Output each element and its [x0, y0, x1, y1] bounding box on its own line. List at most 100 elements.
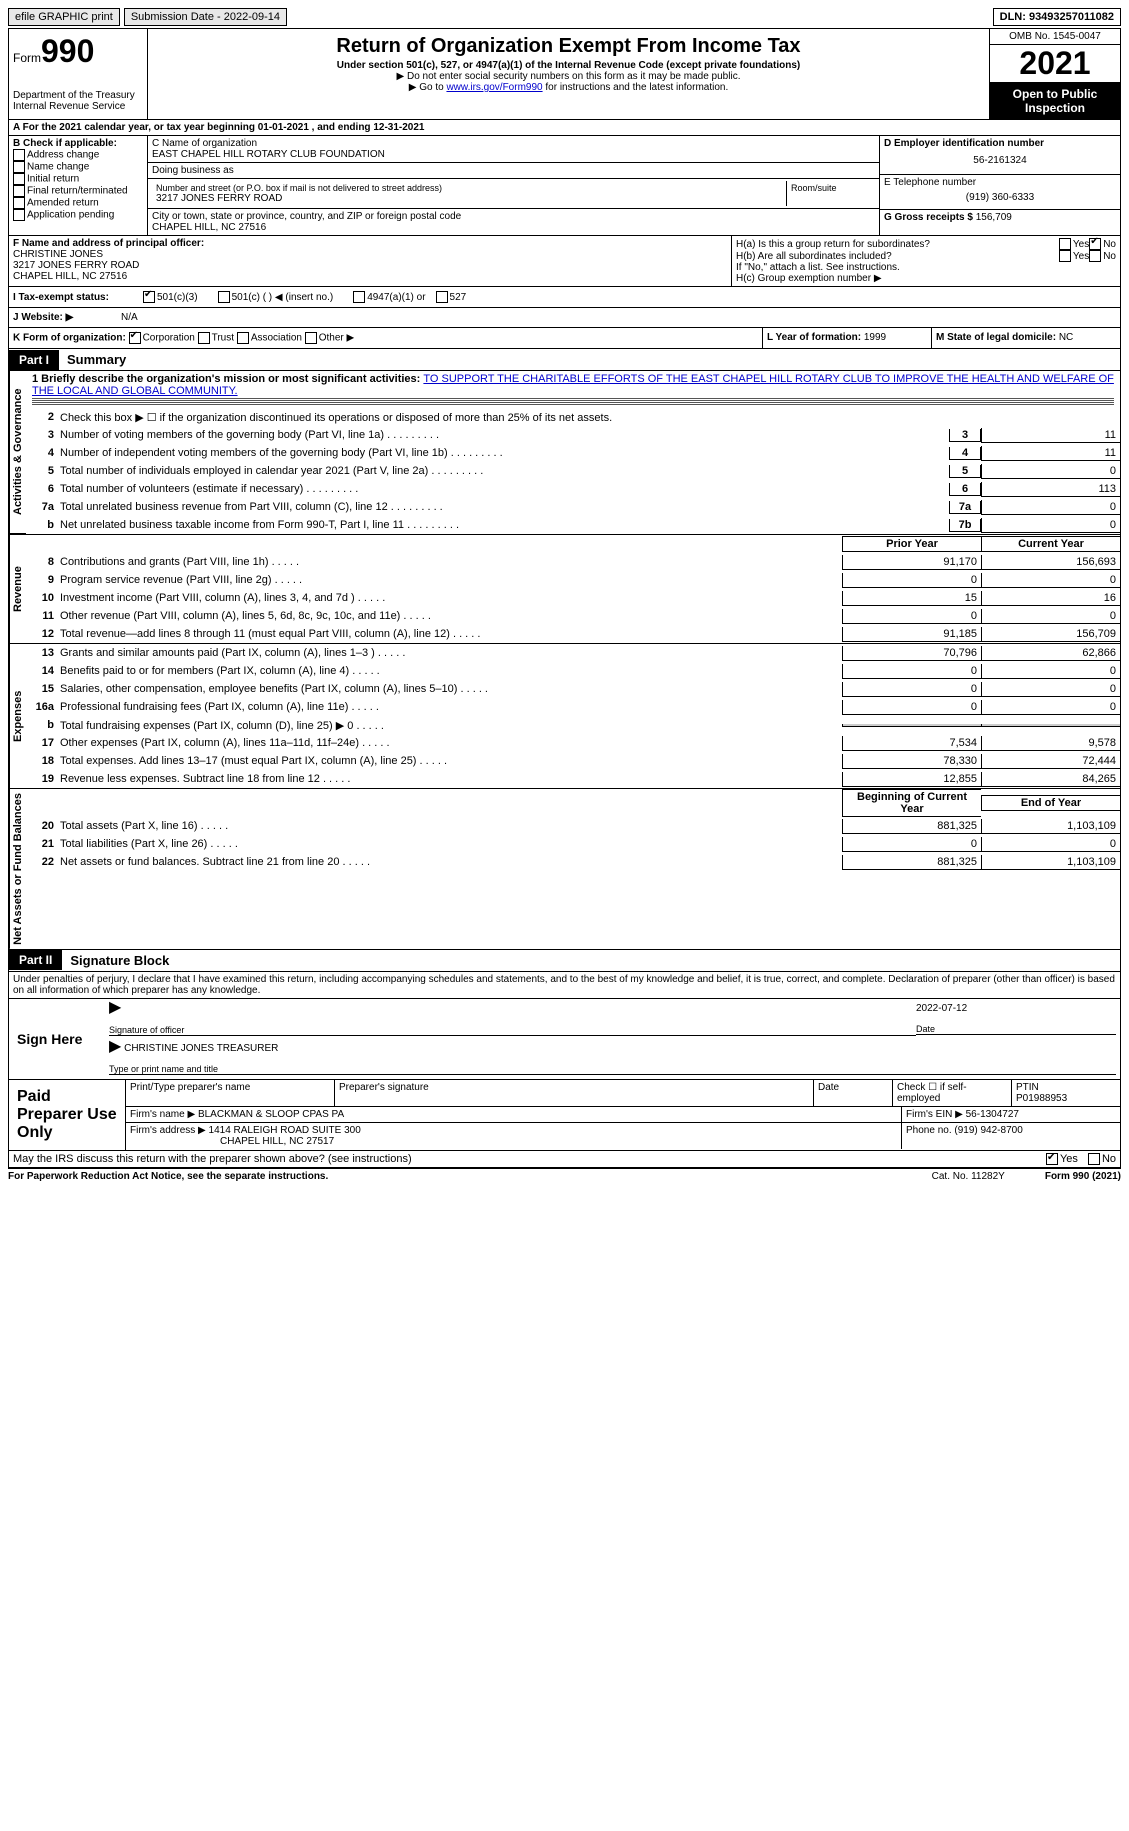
firm-addr1: 1414 RALEIGH ROAD SUITE 300 [209, 1125, 361, 1136]
summary-line: 4Number of independent voting members of… [26, 444, 1120, 462]
officer-name-title: CHRISTINE JONES TREASURER [124, 1043, 278, 1054]
summary-line: 21Total liabilities (Part X, line 26) . … [26, 835, 1120, 853]
state-domicile: NC [1059, 332, 1073, 343]
summary-line: 13Grants and similar amounts paid (Part … [26, 644, 1120, 662]
mission-label: 1 Briefly describe the organization's mi… [32, 373, 420, 385]
d-label: D Employer identification number [884, 138, 1116, 149]
row-i: I Tax-exempt status: 501(c)(3) 501(c) ( … [9, 287, 1120, 308]
arrow-icon: ▶ [109, 999, 121, 1016]
line-2: Check this box ▶ ☐ if the organization d… [60, 410, 1120, 425]
chk-corp[interactable] [129, 332, 141, 344]
sig-officer-label: Signature of officer [109, 1025, 916, 1035]
hb-no[interactable] [1089, 250, 1101, 262]
row-a-period: A For the 2021 calendar year, or tax yea… [9, 120, 1120, 136]
website: N/A [117, 308, 142, 327]
summary-line: 8Contributions and grants (Part VIII, li… [26, 553, 1120, 571]
chk-amended: Amended return [13, 197, 143, 209]
paid-preparer: Paid Preparer Use Only Print/Type prepar… [9, 1080, 1120, 1151]
summary-line: 14Benefits paid to or for members (Part … [26, 662, 1120, 680]
cat-no: Cat. No. 11282Y [932, 1171, 1005, 1182]
header-right: OMB No. 1545-0047 2021 Open to Public In… [989, 29, 1120, 119]
date-label: Date [916, 1024, 1116, 1034]
chk-other[interactable] [305, 332, 317, 344]
summary-line: 18Total expenses. Add lines 13–17 (must … [26, 752, 1120, 770]
header: Form990 Department of the Treasury Inter… [9, 29, 1120, 120]
city-label: City or town, state or province, country… [152, 211, 875, 222]
chk-trust[interactable] [198, 332, 210, 344]
addr-label: Number and street (or P.O. box if mail i… [156, 183, 782, 193]
vtab-activities: Activities & Governance [9, 371, 26, 534]
room-label: Room/suite [791, 183, 871, 193]
col-h: H(a) Is this a group return for subordin… [732, 236, 1120, 286]
header-middle: Return of Organization Exempt From Incom… [148, 29, 989, 119]
hb-label: H(b) Are all subordinates included? [736, 251, 1059, 262]
form-title: Return of Organization Exempt From Incom… [152, 35, 985, 58]
summary-line: 12Total revenue—add lines 8 through 11 (… [26, 625, 1120, 643]
col-f: F Name and address of principal officer:… [9, 236, 732, 286]
arrow-icon: ▶ [109, 1038, 121, 1055]
discuss-yes[interactable] [1046, 1153, 1058, 1165]
summary-line: 15Salaries, other compensation, employee… [26, 680, 1120, 698]
ha-no[interactable] [1089, 238, 1101, 250]
note-ssn: ▶ Do not enter social security numbers o… [152, 71, 985, 82]
discuss-no[interactable] [1088, 1153, 1100, 1165]
form-990: Form990 Department of the Treasury Inter… [8, 28, 1121, 1169]
hc-label: H(c) Group exemption number ▶ [736, 273, 1116, 284]
summary-revenue: Revenue Prior Year Current Year 8Contrib… [9, 534, 1120, 643]
dba-label: Doing business as [152, 165, 875, 176]
chk-address: Address change [13, 149, 143, 161]
net-header: Beginning of Current Year End of Year [26, 789, 1120, 817]
sign-here-row: Sign Here ▶ Signature of officer 2022-07… [9, 999, 1120, 1080]
k-label: K Form of organization: [13, 333, 126, 344]
irs-link[interactable]: www.irs.gov/Form990 [446, 82, 542, 93]
summary-line: 9Program service revenue (Part VIII, lin… [26, 571, 1120, 589]
summary-netassets: Net Assets or Fund Balances Beginning of… [9, 788, 1120, 949]
e-label: E Telephone number [884, 177, 1116, 188]
summary-line: 7aTotal unrelated business revenue from … [26, 498, 1120, 516]
part-i-label: Part I [9, 350, 59, 370]
c-label: C Name of organization [152, 138, 875, 149]
f-label: F Name and address of principal officer: [13, 238, 727, 249]
i-label: I Tax-exempt status: [13, 292, 143, 303]
summary-line: 10Investment income (Part VIII, column (… [26, 589, 1120, 607]
dept-treasury: Department of the Treasury [13, 90, 143, 101]
part-ii-header: Part II Signature Block [9, 949, 1120, 972]
form-ref: Form 990 (2021) [1045, 1171, 1121, 1182]
ein: 56-2161324 [884, 149, 1116, 172]
paid-preparer-label: Paid Preparer Use Only [9, 1080, 126, 1150]
chk-501c[interactable] [218, 291, 230, 303]
chk-527[interactable] [436, 291, 448, 303]
row-j: J Website: ▶ N/A [9, 308, 1120, 328]
hb-yes[interactable] [1059, 250, 1071, 262]
org-name: EAST CHAPEL HILL ROTARY CLUB FOUNDATION [152, 149, 875, 160]
row-k-l-m: K Form of organization: Corporation Trus… [9, 328, 1120, 349]
city: CHAPEL HILL, NC 27516 [152, 222, 875, 233]
summary-line: 3Number of voting members of the governi… [26, 426, 1120, 444]
officer-street: 3217 JONES FERRY ROAD [13, 260, 727, 271]
summary-line: bNet unrelated business taxable income f… [26, 516, 1120, 534]
chk-assoc[interactable] [237, 332, 249, 344]
chk-501c3[interactable] [143, 291, 155, 303]
vtab-expenses: Expenses [9, 644, 26, 788]
top-bar: efile GRAPHIC print Submission Date - 20… [8, 8, 1121, 26]
part-ii-label: Part II [9, 950, 62, 970]
part-i-header: Part I Summary [9, 349, 1120, 371]
chk-pending: Application pending [13, 209, 143, 221]
open-inspection: Open to Public Inspection [990, 83, 1120, 119]
vtab-revenue: Revenue [9, 535, 26, 643]
revenue-header: Prior Year Current Year [26, 535, 1120, 553]
part-i-title: Summary [59, 349, 134, 370]
chk-4947[interactable] [353, 291, 365, 303]
summary-line: bTotal fundraising expenses (Part IX, co… [26, 716, 1120, 734]
b-label: B Check if applicable: [13, 138, 143, 149]
gross-receipts: 156,709 [976, 212, 1012, 223]
name-title-label: Type or print name and title [109, 1064, 1116, 1074]
chk-final: Final return/terminated [13, 185, 143, 197]
efile-button[interactable]: efile GRAPHIC print [8, 8, 120, 26]
officer-city: CHAPEL HILL, NC 27516 [13, 271, 727, 282]
ha-yes[interactable] [1059, 238, 1071, 250]
j-label: J Website: ▶ [9, 308, 117, 327]
irs-label: Internal Revenue Service [13, 101, 143, 112]
firm-name: BLACKMAN & SLOOP CPAS PA [198, 1109, 344, 1120]
form-word: Form [13, 51, 41, 65]
